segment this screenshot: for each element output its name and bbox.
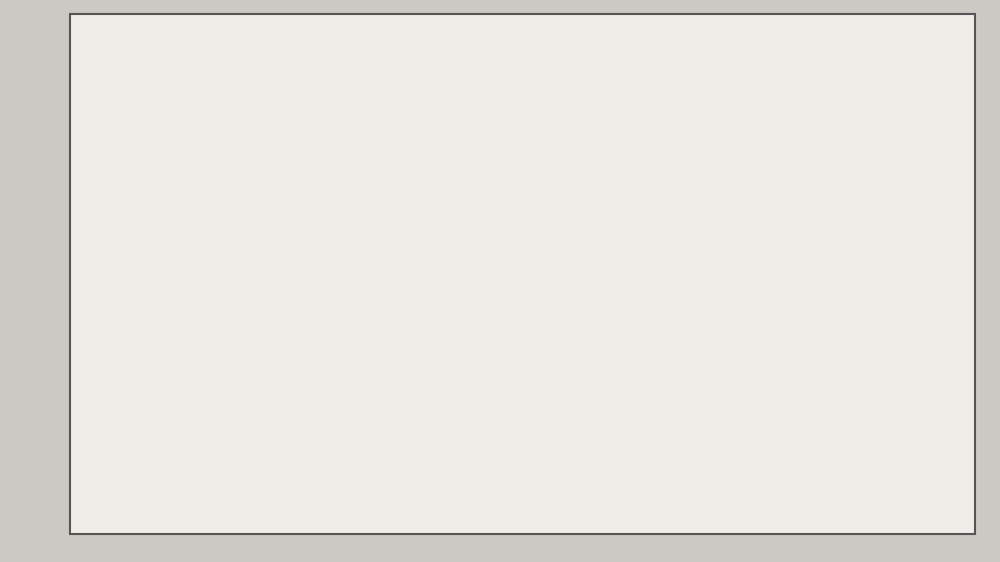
Text: Behind trim panel, RH rear door: Behind trim panel, RH rear door	[416, 332, 598, 342]
Text: Connector C1309: Connector C1309	[199, 283, 298, 292]
Text: . . . . . .: . . . . . .	[586, 233, 623, 243]
Text: Rectangular, 7 terminal: Rectangular, 7 terminal	[710, 233, 844, 243]
Text: Rectangular, brown, 2 terminal: Rectangular, brown, 2 terminal	[710, 283, 887, 292]
Text: . . . . . . . . .: . . . . . . . . .	[586, 217, 644, 226]
Text: . . . . . . . . . .: . . . . . . . . . .	[586, 283, 650, 292]
Text: . . . . . . . .: . . . . . . . .	[586, 315, 637, 325]
Text: Splice S1306: Splice S1306	[199, 430, 272, 441]
Text: RH cowl side: RH cowl side	[416, 184, 488, 194]
Text: Behind trim panel in LH rear door: Behind trim panel in LH rear door	[416, 299, 607, 309]
Text: Under crash pad, LH cowl top: Under crash pad, LH cowl top	[416, 381, 584, 391]
Text: Connector C1311: Connector C1311	[199, 315, 298, 325]
Text: Splice S1305: Splice S1305	[199, 414, 272, 424]
Text: In doors: In doors	[416, 134, 462, 144]
Text: Rectangular, brown, 2 terminal: Rectangular, brown, 2 terminal	[710, 266, 887, 276]
Text: Connector C1209: Connector C1209	[199, 167, 298, 178]
Text: . . . . . . .: . . . . . . .	[307, 167, 351, 178]
Text: LH side of cargo door: LH side of cargo door	[416, 266, 537, 276]
Text: . . . . . . . . .: . . . . . . . . .	[307, 381, 364, 391]
Text: Connector C1303: Connector C1303	[199, 233, 298, 243]
Text: Inside tailgate bottom RH side: Inside tailgate bottom RH side	[416, 315, 589, 325]
Text: Under driver's seat, under carpet: Under driver's seat, under carpet	[416, 430, 606, 441]
Text: FMC-03-14-17: FMC-03-14-17	[806, 463, 869, 472]
Text: . . . . . . . . .: . . . . . . . . .	[307, 365, 364, 375]
Text: D shape, brown, 2 terminal: D shape, brown, 2 terminal	[710, 315, 865, 325]
Text: Rectangular, 2 terminal: Rectangular, 2 terminal	[710, 299, 844, 309]
Text: COMPONENT LOCATION: COMPONENT LOCATION	[392, 100, 548, 113]
Text: . . . . . . . . .: . . . . . . . . .	[307, 430, 364, 441]
Text: Splice S1302: Splice S1302	[199, 365, 272, 375]
Text: Near RH rear door hinge: Near RH rear door hinge	[416, 283, 555, 292]
Text: . . . . . . .: . . . . . . .	[307, 250, 351, 260]
Text: Splice S1303: Splice S1303	[199, 381, 272, 391]
Text: . . . . . . .: . . . . . . .	[307, 184, 351, 194]
Text: Splice S1304: Splice S1304	[199, 398, 272, 407]
Text: . . . . . . . . . . .: . . . . . . . . . . .	[586, 167, 657, 178]
Text: . . . . . . . .: . . . . . . . .	[307, 480, 358, 490]
Text: . . . . . . .: . . . . . . .	[586, 299, 630, 309]
Text: Connector C1301: Connector C1301	[199, 200, 298, 210]
Text: Under crash pad, RH cowl top (Figure 1): Under crash pad, RH cowl top (Figure 1)	[416, 233, 644, 243]
Text: . . . . . . .: . . . . . . .	[307, 299, 351, 309]
Text: . . . . . . . . . .: . . . . . . . . . .	[586, 332, 650, 342]
Text: . . . . . . .: . . . . . . .	[307, 217, 351, 226]
Text: Behind LH front door trim panel: Behind LH front door trim panel	[416, 480, 597, 490]
Text: Rectangular, brown, 2 terminal: Rectangular, brown, 2 terminal	[710, 167, 887, 178]
Text: Near LH rear door hinge: Near LH rear door hinge	[416, 250, 553, 260]
Text: Door Lock Motors: Door Lock Motors	[199, 134, 298, 144]
Text: Under crash pad, center cowl: Under crash pad, center cowl	[416, 365, 583, 375]
Text: . . . . . . . . . .: . . . . . . . . . .	[586, 250, 650, 260]
Text: Under crash pad, LH cowl top: Under crash pad, LH cowl top	[416, 217, 584, 226]
Text: Near master window switch: Near master window switch	[416, 447, 573, 457]
Text: Center of vehicle, under crash panel: Center of vehicle, under crash panel	[416, 200, 624, 210]
Text: Connector C1307: Connector C1307	[199, 250, 298, 260]
Text: Rectangular, 7 terminal: Rectangular, 7 terminal	[710, 217, 844, 226]
Text: Splice S2001: Splice S2001	[199, 447, 272, 457]
Text: Rectangular, brown, 2 terminal: Rectangular, brown, 2 terminal	[710, 250, 887, 260]
Text: Rectangular, brown, 2 terminal: Rectangular, brown, 2 terminal	[710, 184, 887, 194]
Text: COMPONENT: COMPONENT	[199, 121, 284, 134]
Text: . . . . . . .: . . . . . . .	[307, 283, 351, 292]
Text: Behind front door trim panel: Behind front door trim panel	[416, 167, 578, 178]
Text: COMPONENT DESCRIPTION: COMPONENT DESCRIPTION	[710, 91, 889, 104]
Text: Connector C1214: Connector C1214	[199, 184, 298, 194]
Text: Connector C1302: Connector C1302	[199, 217, 298, 226]
Text: . . . . . . . . . . . . .: . . . . . . . . . . . . .	[586, 184, 670, 194]
Text: . . . . . . . . .: . . . . . . . . .	[307, 447, 364, 457]
Text: Under crash pad, LH cowl top: Under crash pad, LH cowl top	[416, 398, 584, 407]
Text: . . . . . . .: . . . . . . .	[307, 200, 351, 210]
Text: Connector C1312: Connector C1312	[199, 332, 298, 342]
Text: . . . . . . .: . . . . . . .	[307, 134, 351, 144]
Text: . . . .: . . . .	[307, 332, 331, 342]
Text: Rectangular, blue, 3 terminal: Rectangular, blue, 3 terminal	[710, 200, 876, 210]
Text: Connector C1310: Connector C1310	[199, 299, 298, 309]
Text: . . . . . .: . . . . . .	[586, 200, 623, 210]
Text: Connector C1308: Connector C1308	[199, 266, 298, 276]
Text: . . . . . . .: . . . . . . .	[307, 315, 351, 325]
Text: Under driver's seat, under carpet: Under driver's seat, under carpet	[416, 414, 606, 424]
Text: . . . . . . . . .: . . . . . . . . .	[307, 398, 364, 407]
Text: Ground G1301: Ground G1301	[199, 480, 282, 490]
Text: Rectangular, 2 terminal: Rectangular, 2 terminal	[710, 332, 844, 342]
Text: . . . . . . .: . . . . . . .	[307, 233, 351, 243]
Text: . . . . . . . . .: . . . . . . . . .	[307, 414, 364, 424]
Text: . . . . . . .: . . . . . . .	[307, 266, 351, 276]
Text: . . . . . . . . . . .: . . . . . . . . . . .	[586, 266, 657, 276]
